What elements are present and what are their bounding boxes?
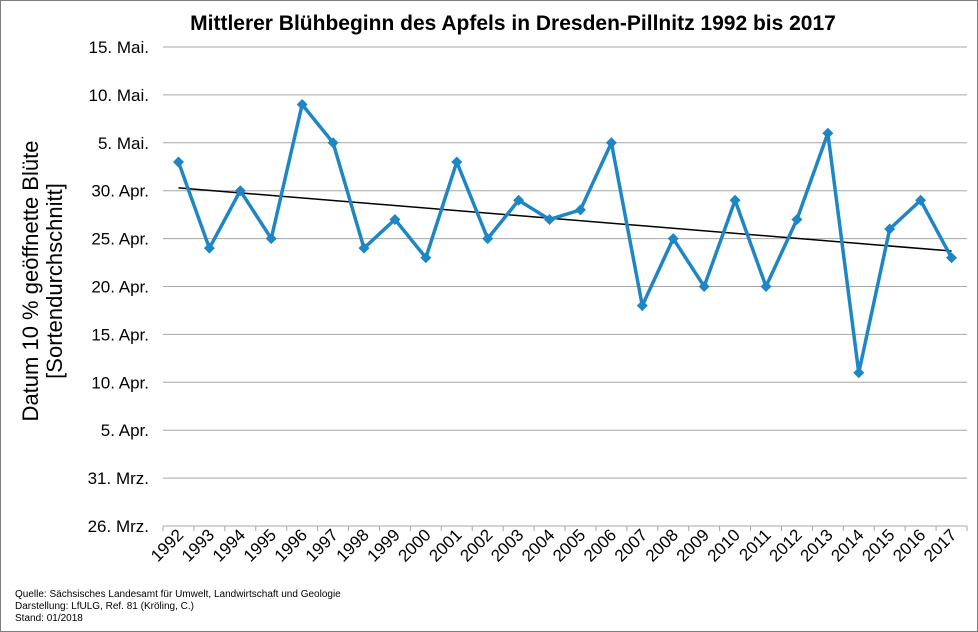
data-point-marker xyxy=(482,233,494,245)
data-point-marker xyxy=(853,367,865,379)
y-axis-label-line1: Datum 10 % geöffnette Blüte xyxy=(18,141,43,422)
x-tick-label: 2012 xyxy=(766,525,806,565)
source-note: Quelle: Sächsisches Landesamt für Umwelt… xyxy=(15,589,341,600)
x-tick-label: 2001 xyxy=(425,525,465,565)
data-point-marker xyxy=(451,156,463,168)
y-tick-label: 31. Mrz. xyxy=(88,469,149,488)
x-tick-label: 2006 xyxy=(580,525,620,565)
y-tick-label: 5. Apr. xyxy=(101,421,149,440)
data-point-marker xyxy=(203,242,215,254)
x-tick-label: 1998 xyxy=(333,525,373,565)
x-tick-label: 1996 xyxy=(271,525,311,565)
y-tick-label: 15. Apr. xyxy=(91,325,149,344)
data-point-marker xyxy=(636,300,648,312)
data-point-marker xyxy=(296,98,308,110)
y-tick-label: 5. Mai. xyxy=(98,134,149,153)
y-axis-label: Datum 10 % geöffnette Blüte [Sortendurch… xyxy=(18,141,67,422)
data-point-marker xyxy=(389,213,401,225)
data-point-marker xyxy=(420,252,432,264)
x-tick-label: 2005 xyxy=(549,525,589,565)
x-tick-label: 2010 xyxy=(704,525,744,565)
data-point-marker xyxy=(605,137,617,149)
x-tick-label: 2013 xyxy=(796,525,836,565)
grid-lines xyxy=(162,46,968,531)
x-tick-label: 2008 xyxy=(642,525,682,565)
data-point-marker xyxy=(729,194,741,206)
x-tick-label: 2017 xyxy=(920,525,960,565)
series-line xyxy=(176,100,954,374)
y-tick-label: 25. Apr. xyxy=(91,230,149,249)
x-tick-label: 2003 xyxy=(487,525,527,565)
trend-line xyxy=(178,187,952,252)
y-tick-label: 10. Apr. xyxy=(91,373,149,392)
data-point-marker xyxy=(172,156,184,168)
x-tick-label: 2004 xyxy=(518,525,558,565)
data-point-marker xyxy=(358,242,370,254)
credit-note: Darstellung: LfULG, Ref. 81 (Kröling, C.… xyxy=(15,601,194,612)
x-tick-label: 2015 xyxy=(858,525,898,565)
x-tick-label: 2014 xyxy=(827,525,867,565)
data-point-marker xyxy=(884,223,896,235)
x-tick-label: 2016 xyxy=(889,525,929,565)
data-point-marker xyxy=(760,281,772,292)
x-tick-label: 2009 xyxy=(673,525,713,565)
chart-title: Mittlerer Blühbeginn des Apfels in Dresd… xyxy=(190,12,836,35)
data-point-marker xyxy=(915,194,927,206)
x-tick-label: 1995 xyxy=(240,525,280,565)
data-point-marker xyxy=(513,194,525,206)
data-point-marker xyxy=(946,252,958,264)
x-tick-labels: 1992199319941995199619971998199920002001… xyxy=(147,525,960,565)
data-point-marker xyxy=(667,233,679,245)
x-tick-label: 2011 xyxy=(736,525,775,564)
data-point-marker xyxy=(791,213,803,225)
data-point-marker xyxy=(234,185,246,197)
x-tick-label: 1997 xyxy=(302,525,342,565)
y-tick-label: 30. Apr. xyxy=(91,182,149,201)
data-point-marker xyxy=(544,213,556,225)
y-tick-label: 15. Mai. xyxy=(89,38,149,57)
data-point-marker xyxy=(574,204,586,216)
x-tick-label: 2002 xyxy=(456,525,496,565)
y-tick-labels: 26. Mrz. 31. Mrz. 5. Apr. 10. Apr. 15. Apr. 2… xyxy=(88,38,149,536)
y-tick-label: 20. Apr. xyxy=(91,278,149,297)
data-point-marker xyxy=(265,233,277,245)
x-tick-label: 1993 xyxy=(178,525,218,565)
x-tick-label: 2000 xyxy=(394,525,434,565)
x-tick-label: 1992 xyxy=(147,525,187,565)
y-axis-label-line2: [Sortendurchschnitt] xyxy=(42,183,67,379)
y-tick-label: 26. Mrz. xyxy=(88,517,149,536)
data-point-marker xyxy=(822,127,834,139)
data-point-marker xyxy=(327,137,339,149)
y-tick-label: 10. Mai. xyxy=(89,86,149,105)
date-note: Stand: 01/2018 xyxy=(15,613,83,624)
x-tick-label: 2007 xyxy=(611,525,651,565)
data-point-marker xyxy=(698,281,710,292)
x-tick-label: 1999 xyxy=(364,525,404,565)
x-tick-label: 1994 xyxy=(209,525,249,565)
series-markers xyxy=(172,98,958,379)
